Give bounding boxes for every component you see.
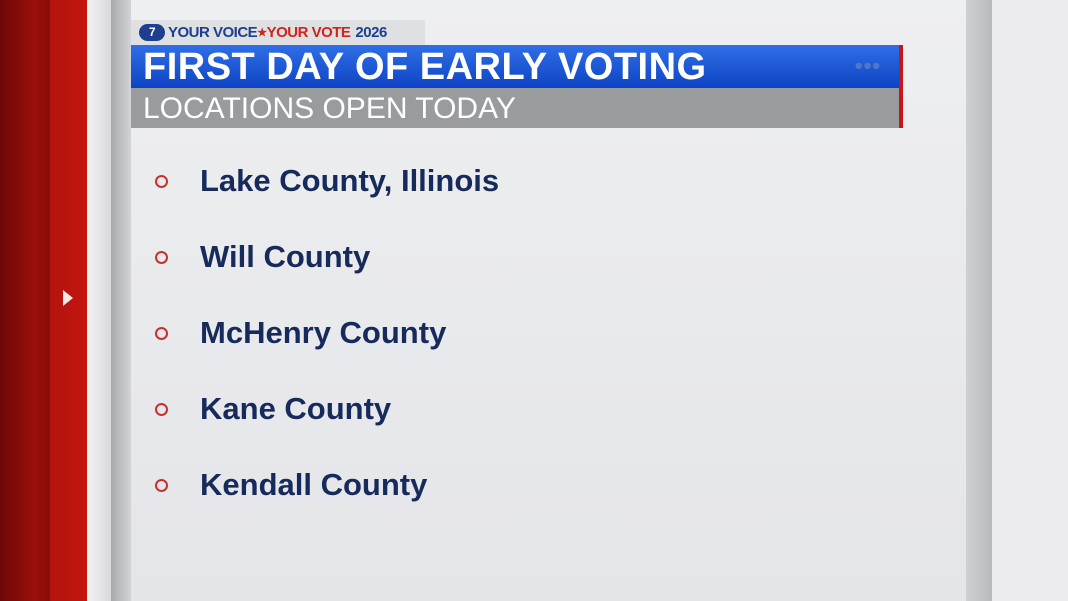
location-label: Kane County bbox=[200, 391, 392, 426]
bullet-icon bbox=[155, 250, 168, 264]
abc7-logo: 7 bbox=[139, 24, 165, 41]
right-background bbox=[992, 0, 1068, 601]
list-item: Will County bbox=[155, 237, 370, 277]
headline-title-bar: FIRST DAY OF EARLY VOTING ••• bbox=[131, 45, 899, 88]
bullet-icon bbox=[155, 402, 168, 416]
list-item: Kane County bbox=[155, 389, 391, 429]
bullet-icon bbox=[155, 326, 168, 340]
location-label: Kendall County bbox=[200, 467, 428, 502]
list-item: Lake County, Illinois bbox=[155, 161, 499, 201]
list-item: McHenry County bbox=[155, 313, 446, 353]
star-icon: ★ bbox=[257, 27, 267, 39]
right-frame bbox=[966, 0, 992, 601]
location-label: Lake County, Illinois bbox=[200, 163, 500, 198]
tag-your-voice: YOUR VOICE bbox=[168, 24, 258, 41]
left-shadow bbox=[111, 0, 131, 601]
bullet-icon bbox=[155, 174, 168, 188]
headline-subtitle: LOCATIONS OPEN TODAY bbox=[143, 92, 516, 125]
headline-subtitle-bar: LOCATIONS OPEN TODAY bbox=[131, 88, 899, 128]
accent-line bbox=[899, 45, 903, 128]
left-frame-dark bbox=[0, 0, 50, 601]
headline-title: FIRST DAY OF EARLY VOTING bbox=[143, 46, 707, 88]
more-dots-icon: ••• bbox=[854, 53, 881, 78]
location-label: Will County bbox=[200, 239, 371, 274]
bullet-icon bbox=[155, 478, 168, 492]
play-arrow-icon bbox=[63, 290, 73, 306]
tag-your-vote: YOUR VOTE bbox=[266, 24, 351, 41]
election-tag: 7 YOUR VOICE ★ YOUR VOTE 2026 bbox=[131, 20, 425, 45]
left-strip bbox=[87, 0, 111, 601]
list-item: Kendall County bbox=[155, 465, 427, 505]
tag-year: 2026 bbox=[355, 24, 387, 41]
location-label: McHenry County bbox=[200, 315, 447, 350]
